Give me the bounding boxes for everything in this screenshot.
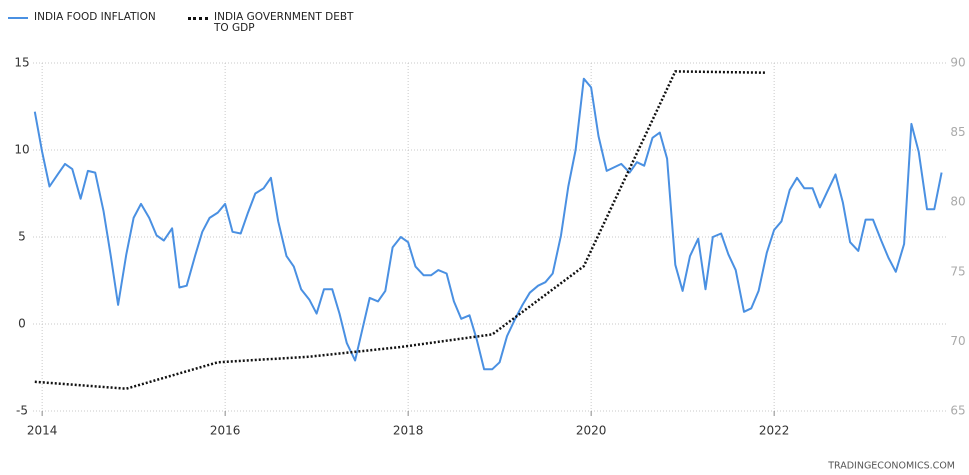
y-tick-label: 10 [14, 143, 29, 157]
y-tick-label: 0 [18, 317, 26, 331]
legend-label: INDIA GOVERNMENT DEBT TO GDP [214, 11, 354, 34]
legend-item: INDIA FOOD INFLATION [8, 12, 184, 23]
x-tick-label: 2018 [393, 424, 424, 438]
x-tick-label: 2014 [27, 424, 58, 438]
y2-tick-label: 65 [950, 404, 965, 418]
x-tick-label: 2022 [759, 424, 790, 438]
y2-tick-label: 85 [950, 125, 965, 139]
y2-tick-label: 70 [950, 334, 965, 348]
series-line [33, 77, 943, 371]
y2-tick-label: 80 [950, 195, 965, 209]
footer: TRADINGECONOMICS.COM [827, 461, 955, 472]
x-tick-label: 2016 [210, 424, 241, 438]
y-tick-label: 5 [18, 230, 26, 244]
legend-swatch [188, 17, 208, 20]
y-tick-label: -5 [16, 404, 28, 418]
legend-label: INDIA FOOD INFLATION [34, 11, 156, 23]
y-tick-label: 15 [14, 56, 29, 70]
legend-item: INDIA GOVERNMENT DEBT TO GDP [188, 12, 364, 34]
x-tick-label: 2020 [576, 424, 607, 438]
y2-tick-label: 90 [950, 56, 965, 70]
series-line [34, 70, 767, 390]
legend-swatch [8, 17, 28, 19]
y2-tick-label: 75 [950, 264, 965, 278]
